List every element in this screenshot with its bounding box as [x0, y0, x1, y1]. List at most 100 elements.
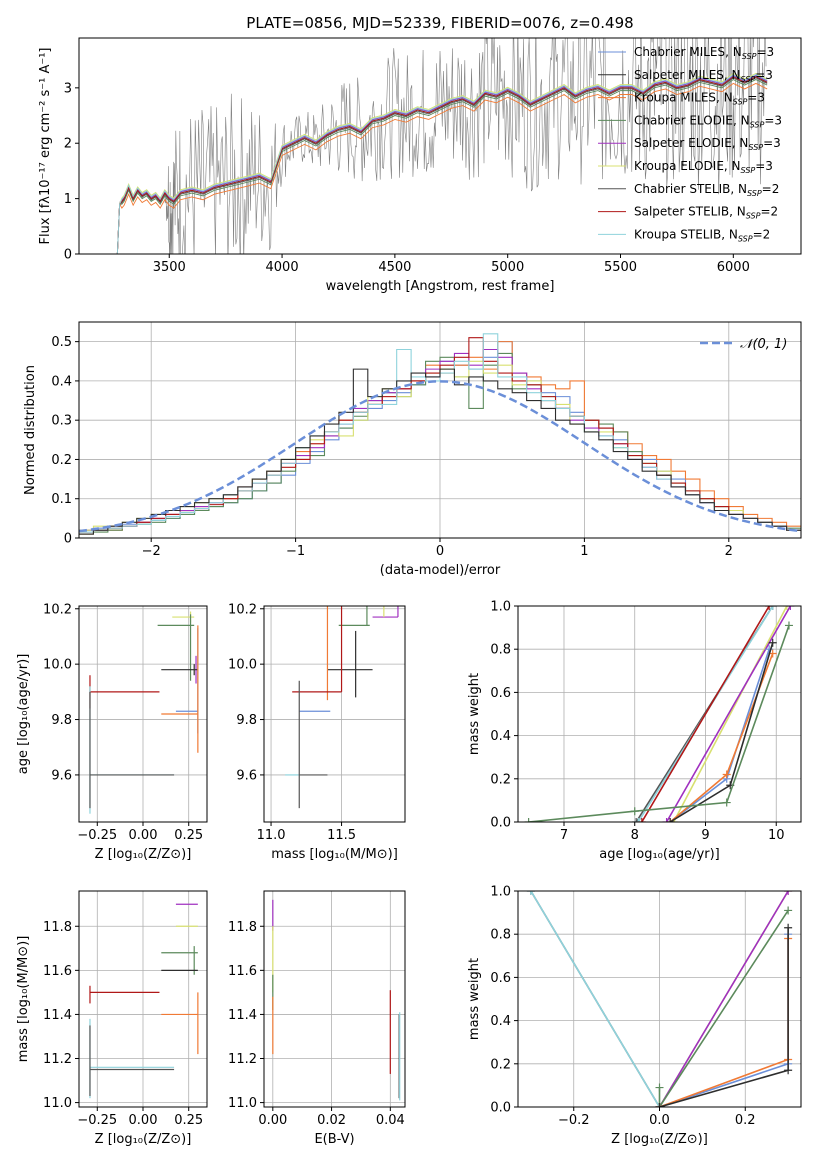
x-tick-label: 0.0: [649, 1113, 670, 1128]
legend-entry: Salpeter ELODIE, NSSP=3: [634, 136, 781, 152]
errorbar-salpeter-miles: [161, 664, 198, 676]
x-tick-label: −0.25: [77, 1113, 117, 1128]
weight-marker: [634, 818, 643, 822]
errorbar-chabrier-stelib: [298, 680, 328, 809]
model-line-chabrier-stelib: [116, 77, 768, 254]
legend-entry: Chabrier STELIB, NSSP=2: [634, 182, 779, 198]
y-tick-label: 1: [64, 192, 72, 207]
x-tick-label: −1: [286, 544, 305, 559]
model-line-salpeter-stelib: [116, 76, 768, 254]
y-tick-label: 0.1: [51, 492, 72, 507]
model-line-kroupa-elodie: [116, 72, 768, 254]
gaussian-curve: [79, 380, 801, 533]
legend-entry: 𝒩(0, 1): [740, 337, 787, 352]
weight-marker: [655, 1103, 664, 1107]
weight-marker: [786, 606, 795, 610]
plot-area: [272, 899, 401, 1101]
y-tick-label: 0.4: [51, 374, 72, 389]
plot-area: [89, 903, 199, 1099]
x-tick-label: 8: [631, 828, 639, 843]
y-tick-label: 0.0: [490, 1101, 511, 1116]
y-tick-label: 11.0: [228, 1096, 257, 1111]
weight-line: [665, 606, 792, 822]
histogram-salpeter-miles: [79, 368, 801, 535]
x-axis-label: E(B-V): [314, 1132, 354, 1147]
y-axis-label: mass weight: [467, 673, 482, 755]
panel-weight_vs_Z: −0.2 0.0 0.2 0.0 0.2 0.4 0.6 0.8 1.0 Z [log₁₀(Z/Z…: [467, 885, 802, 1147]
y-tick-label: 0.4: [490, 1014, 511, 1029]
plot-area: [524, 606, 795, 822]
legend-entry: Kroupa MILES, NSSP=3: [634, 91, 765, 107]
y-tick-label: 0.6: [490, 971, 511, 986]
legend: Chabrier MILES, NSSP=3 Salpeter MILES, NS…: [598, 45, 782, 243]
legend-entry: Kroupa ELODIE, NSSP=3: [634, 159, 773, 175]
x-tick-label: −0.2: [558, 1113, 590, 1128]
y-tick-label: 10.2: [228, 602, 257, 617]
panel-residuals: −2 −1 0 1 2 0 0.1 0.2 0.3 0.4 0.5 (data-model)/erro…: [23, 321, 802, 578]
y-tick-label: 0.8: [490, 643, 511, 658]
errorbar-salpeter-elodie: [372, 606, 399, 618]
x-tick-label: 0.04: [376, 1113, 405, 1128]
y-tick-label: 0.0: [490, 816, 511, 831]
weight-marker: [768, 606, 777, 610]
x-tick-label: 0.02: [317, 1113, 346, 1128]
legend-entry: Chabrier ELODIE, NSSP=3: [634, 113, 782, 129]
weight-series-salpeter-elodie: [662, 606, 795, 822]
x-axis-label: Z [log₁₀(Z/Z⊙)]: [95, 1132, 192, 1147]
x-tick-label: 9: [701, 828, 709, 843]
x-tick-label: 2: [725, 544, 733, 559]
figure-title: PLATE=0856, MJD=52339, FIBERID=0076, z=0…: [246, 14, 633, 32]
y-axis-label: Normed distribution: [23, 365, 38, 495]
weight-line: [658, 910, 789, 1107]
x-tick-label: 0.2: [735, 1113, 756, 1128]
y-axis-label: mass weight: [467, 958, 482, 1040]
weight-series-salpeter-elodie: [655, 891, 793, 1107]
x-tick-label: 0.25: [174, 828, 203, 843]
x-tick-label: 0.00: [129, 828, 158, 843]
weight-marker: [655, 1083, 664, 1092]
panel-mass_vs_Z: −0.25 0.00 0.25 11.0 11.2 11.4 11.6 11.8 Z [log₁…: [16, 890, 208, 1147]
errorbar-salpeter-stelib: [89, 675, 160, 709]
weight-series-salpeter-miles: [666, 638, 777, 822]
x-tick-label: 11.5: [327, 828, 356, 843]
y-tick-label: 11.6: [43, 964, 72, 979]
x-tick-label: 4500: [378, 260, 411, 275]
x-tick-label: 5500: [604, 260, 637, 275]
y-axis-label: mass [log₁₀(M/M⊙)]: [16, 936, 31, 1063]
y-tick-label: 10.2: [43, 602, 72, 617]
legend-entry: Kroupa STELIB, NSSP=2: [634, 227, 770, 243]
weight-marker: [630, 807, 639, 816]
grid: [518, 890, 801, 1108]
y-tick-label: 0.2: [51, 453, 72, 468]
panel-mass_vs_ebv: 0.00 0.02 0.04 11.0 11.2 11.4 11.6 11.8 E(B-V): [228, 890, 406, 1147]
axes-frame: [78, 37, 802, 255]
weight-line: [528, 625, 790, 822]
weight-line: [669, 653, 774, 822]
weight-series-kroupa-miles: [655, 934, 793, 1107]
y-tick-label: 11.2: [43, 1052, 72, 1067]
weight-marker: [637, 818, 646, 822]
panel-weight_vs_age: 7 8 9 10 0.0 0.2 0.4 0.6 0.8 1.0 age [log₁₀(age/yr…: [467, 600, 802, 862]
x-tick-label: 10: [768, 828, 785, 843]
y-tick-label: 0.8: [490, 928, 511, 943]
errorbar-salpeter-miles: [327, 630, 373, 698]
x-tick-label: −2: [142, 544, 161, 559]
weight-marker: [782, 606, 791, 610]
weight-marker: [526, 891, 535, 895]
plot-area: [89, 611, 199, 814]
weight-marker: [784, 906, 793, 915]
panel-spectrum: 3500 4000 4500 5000 5500 6000 0 1 2 3 wavelength […: [38, 37, 802, 294]
x-axis-label: (data-model)/error: [380, 563, 501, 578]
y-tick-label: 2: [64, 137, 72, 152]
errorbar-salpeter-stelib: [292, 606, 343, 693]
axes-frame: [263, 605, 406, 823]
legend-entry: Salpeter STELIB, NSSP=2: [634, 205, 778, 221]
weight-marker: [722, 770, 731, 779]
y-tick-label: 0: [64, 532, 72, 547]
x-axis-label: age [log₁₀(age/yr)]: [599, 847, 720, 862]
panel-age_vs_mass: 11.0 11.5 9.6 9.8 10.0 10.2 mass [log₁₀(M/M⊙)]: [228, 602, 406, 862]
errorbar-kroupa-stelib: [89, 686, 175, 814]
errorbar-salpeter-stelib: [89, 985, 160, 1004]
y-axis-label: Flux [fλ10⁻¹⁷ erg cm⁻² s⁻¹ A⁻¹]: [38, 48, 53, 245]
plot-area: [285, 606, 399, 809]
